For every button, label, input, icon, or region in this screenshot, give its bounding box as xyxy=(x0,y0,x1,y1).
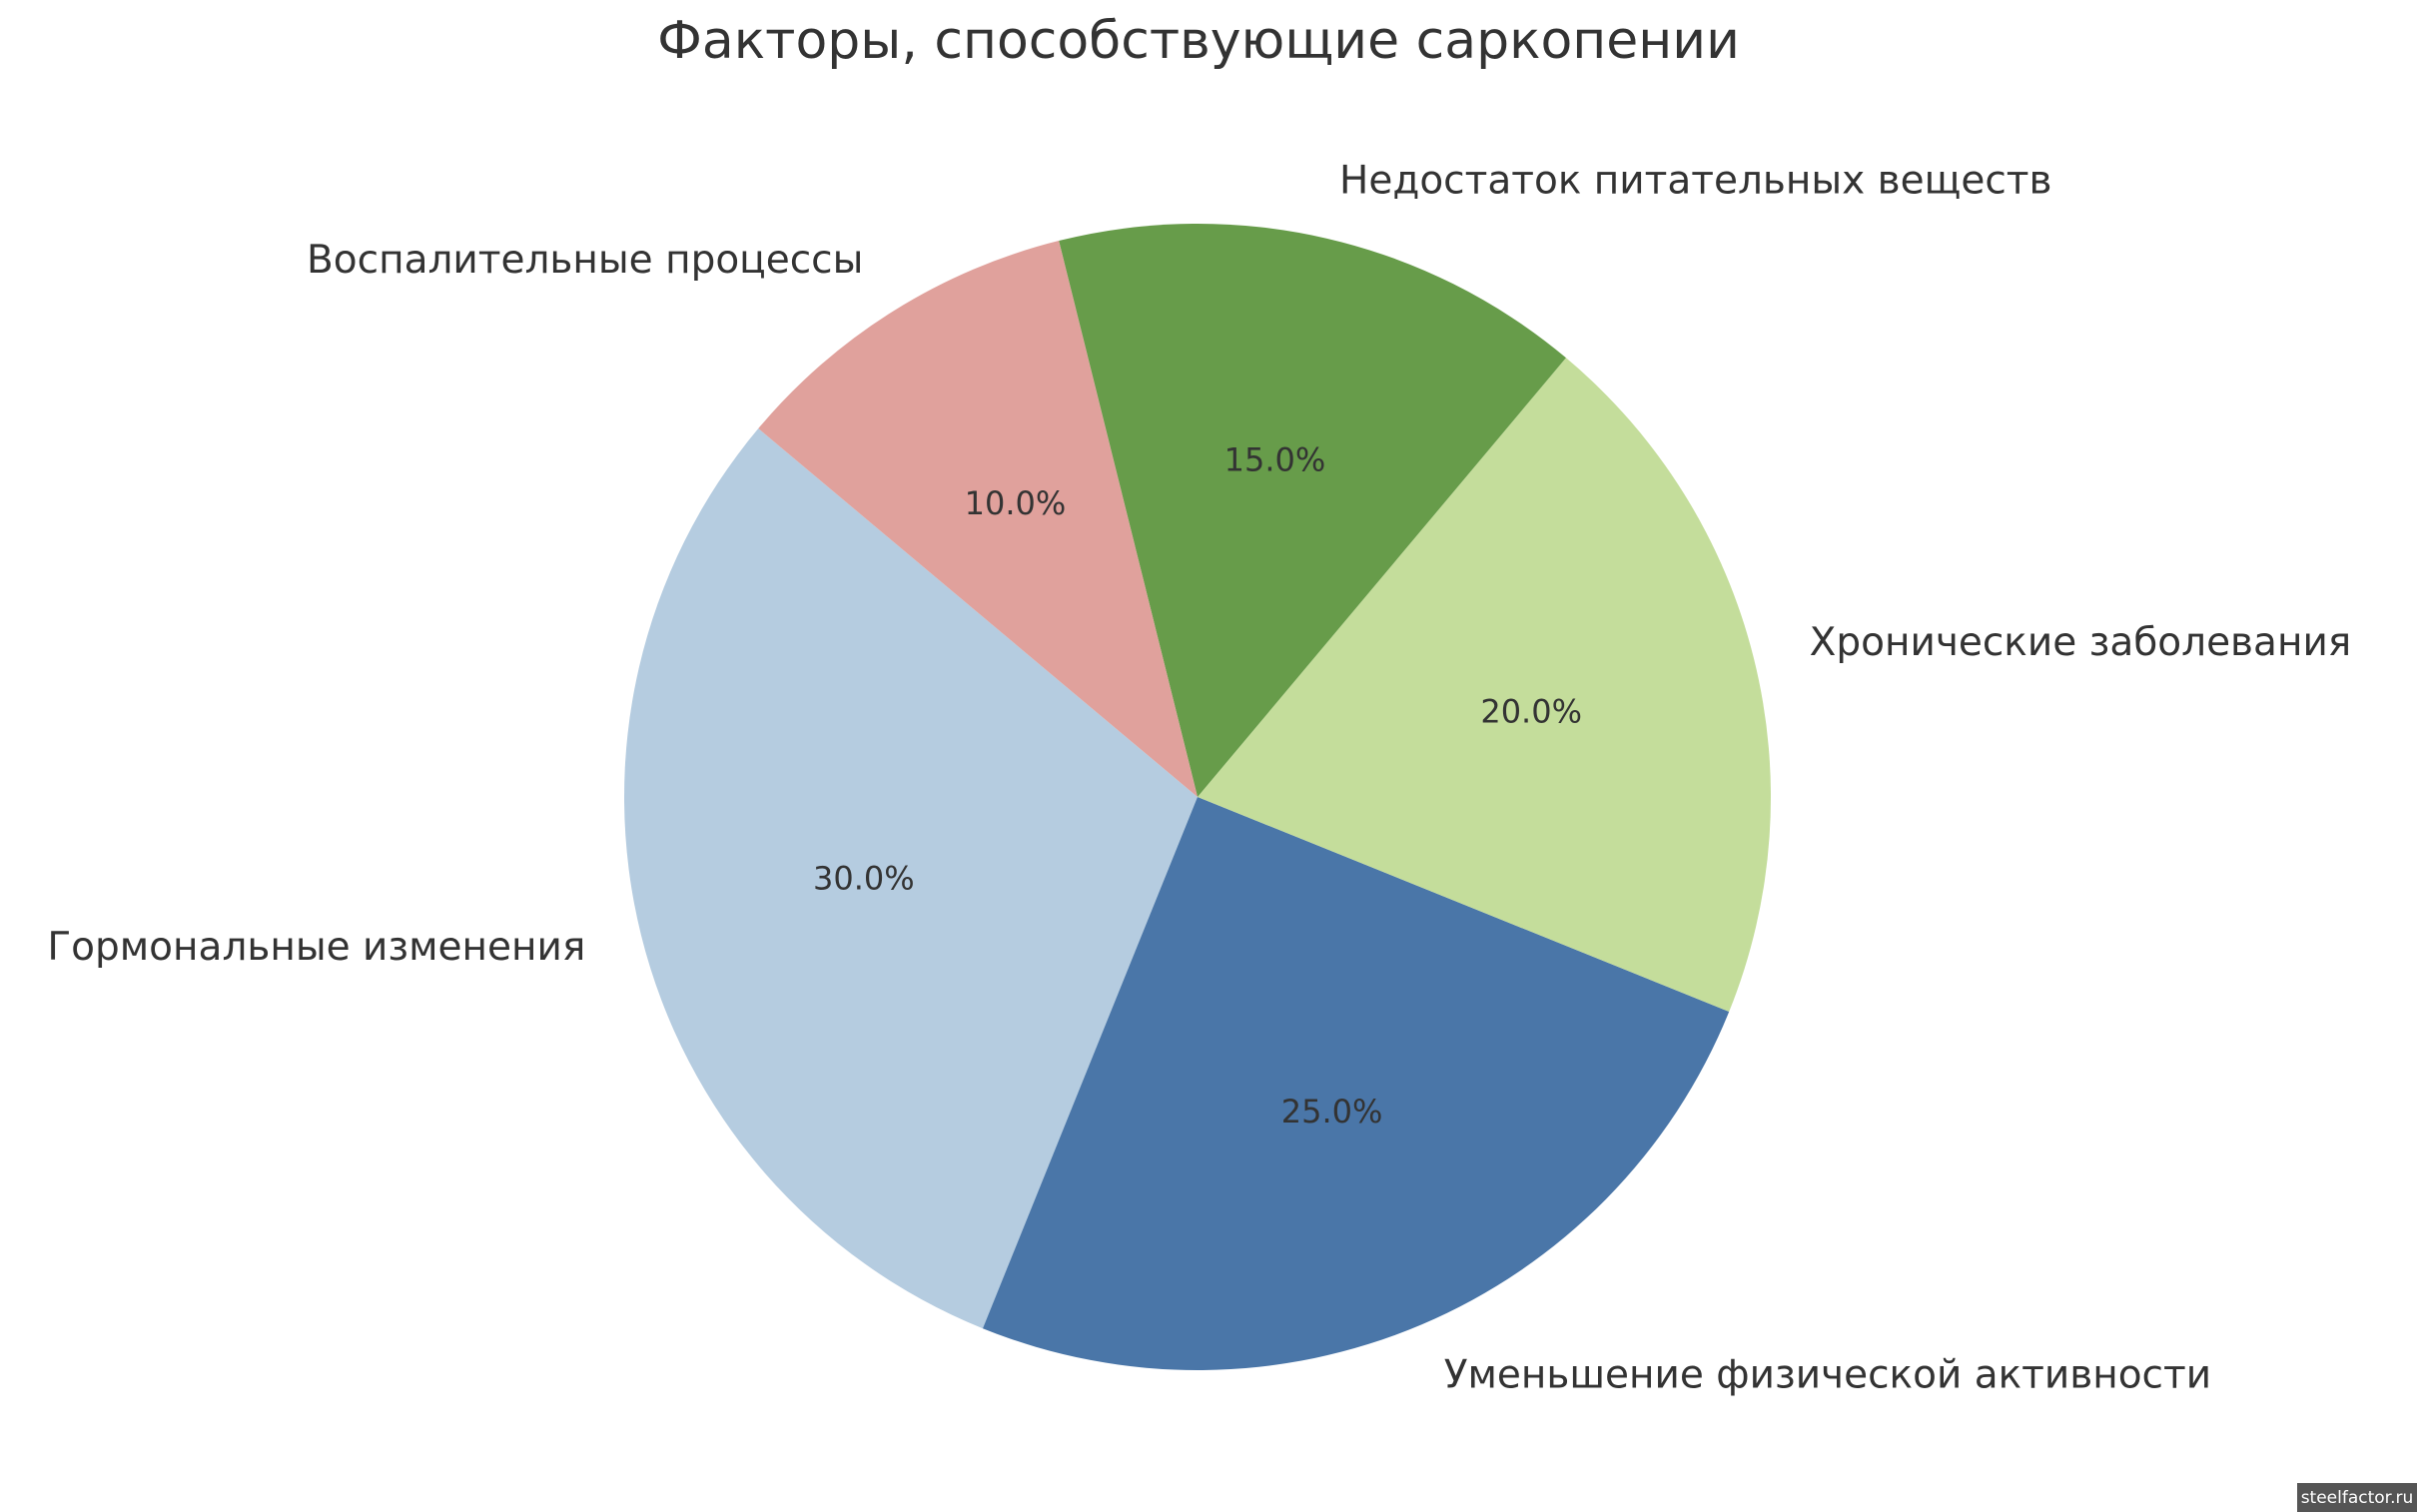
pie-slice xyxy=(1059,224,1566,798)
slice-label: Недостаток питательных веществ xyxy=(1339,158,2051,203)
slice-label: Гормональные изменения xyxy=(47,925,585,970)
slice-label: Уменьшение физической активности xyxy=(1444,1353,2211,1398)
pie-slice xyxy=(982,797,1730,1370)
value-label: 30.0% xyxy=(813,859,915,897)
watermark: steelfactor.ru xyxy=(2301,1488,2414,1508)
pie-slice xyxy=(758,241,1198,798)
value-label: 25.0% xyxy=(1281,1093,1383,1131)
value-label: 15.0% xyxy=(1224,440,1326,478)
pie-slice xyxy=(1198,358,1771,1013)
pie-slice xyxy=(624,428,1198,1329)
value-label: 10.0% xyxy=(965,484,1067,522)
slice-label: Хронические заболевания xyxy=(1810,620,2352,665)
chart-title: Факторы, способствующие саркопении xyxy=(657,11,1740,71)
slice-label: Воспалительные процессы xyxy=(307,238,863,283)
watermark-box xyxy=(2297,1483,2417,1512)
value-label: 20.0% xyxy=(1480,693,1582,731)
